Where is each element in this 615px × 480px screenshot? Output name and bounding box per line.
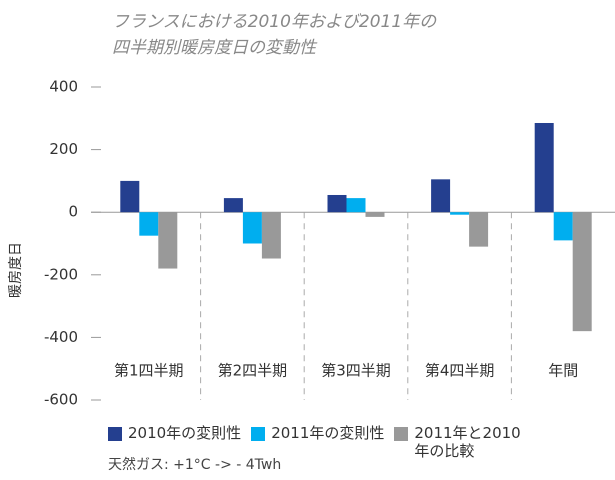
y-tick-label: -200 [44,265,78,283]
bar [261,212,281,259]
chart-title: フランスにおける2010年および2011年の [112,12,437,32]
legend-item: 2010年の変則性 [108,424,241,460]
legend-swatch [108,427,122,441]
bar [450,212,470,215]
y-axis-label: 暖房度日 [8,242,24,298]
bar [223,198,243,213]
legend-swatch [394,427,409,441]
x-tick-label: 第2四半期 [218,362,288,380]
legend-item: 2011年と2010年の比較 [394,424,534,460]
legend-label: 2011年と2010年の比較 [414,424,521,460]
x-tick-label: 年間 [548,362,578,380]
x-tick-label: 第4四半期 [425,362,495,380]
bar [158,212,178,269]
x-tick-label: 第1四半期 [114,362,184,380]
bar [534,122,554,213]
bar [139,212,159,236]
footnote: 天然ガス: +1°C -> - 4Twh [108,457,282,473]
legend-label: 2010年の変則性 [128,424,242,442]
legend: 2010年の変則性 2011年の変則性 2011年と2010年の比較 [108,424,534,460]
bar [365,212,385,217]
y-tick-label: 0 [68,203,78,221]
bar [553,212,573,241]
legend-item: 2011年の変則性 [251,424,384,460]
chart-title: 四半期別暖房度日の変動性 [112,38,318,58]
bar [242,212,262,244]
y-tick-label: -600 [44,391,78,409]
bar [346,198,366,213]
x-tick-label: 第3四半期 [321,362,391,380]
bar [327,194,347,213]
bar [469,212,489,247]
bar [431,179,451,213]
bar [572,212,592,332]
bar [120,180,140,213]
legend-label: 2011年の変則性 [271,424,385,442]
legend-swatch [251,427,266,441]
y-tick-label: 200 [49,140,78,158]
y-tick-label: 400 [49,78,78,96]
y-tick-label: -400 [44,328,78,346]
